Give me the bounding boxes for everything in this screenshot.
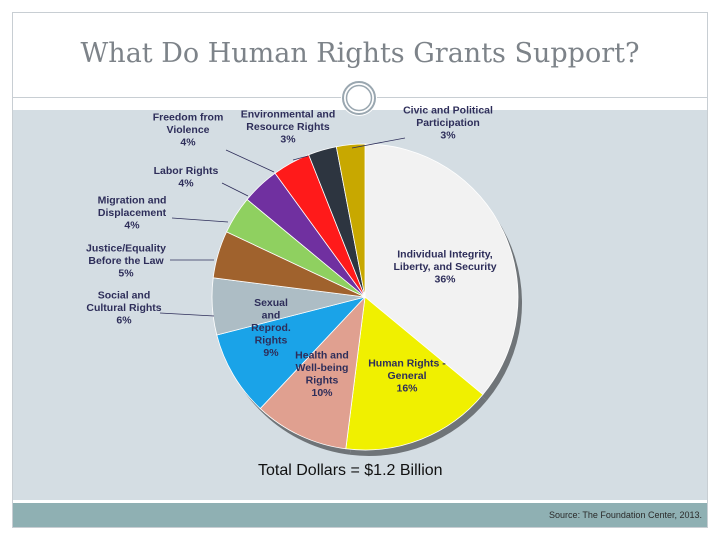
source-note: Source: The Foundation Center, 2013. (549, 510, 702, 520)
slide-title: What Do Human Rights Grants Support? (80, 38, 640, 69)
slice-label: Civic and Political Participation 3% (403, 105, 493, 142)
total-dollars-label: Total Dollars = $1.2 Billion (258, 462, 443, 479)
pie-slice (335, 143, 366, 298)
slice-label: Human Rights -General 16% (368, 358, 446, 395)
leader-line (221, 182, 249, 197)
slice-label: Migration and Displacement 4% (98, 195, 167, 232)
slice-label: Labor Rights 4% (154, 165, 219, 190)
footer-bar (13, 503, 707, 527)
leader-line (351, 137, 406, 149)
pie-slice (364, 143, 519, 396)
slice-label: Justice/Equality Before the Law 5% (86, 243, 166, 280)
slice-label: Sexual and Reprod. Rights 9% (251, 297, 291, 359)
leader-line (225, 149, 275, 173)
slice-label: Health and Well-being Rights 10% (295, 349, 349, 399)
pie-slice (216, 296, 367, 410)
slice-label: Freedom from Violence 4% (153, 112, 224, 149)
slice-label: Individual Integrity, Liberty, and Securi… (393, 249, 496, 286)
pie-slice (259, 295, 366, 450)
slide-frame (12, 12, 708, 528)
leader-line (159, 312, 215, 317)
leader-line (171, 217, 229, 223)
slice-label: Environmental and Resource Rights 3% (241, 109, 336, 146)
slice-label: Social and Cultural Rights 6% (86, 290, 161, 327)
pie-slice (345, 296, 484, 451)
ring-decoration-icon (341, 80, 377, 116)
leader-line (292, 155, 309, 161)
